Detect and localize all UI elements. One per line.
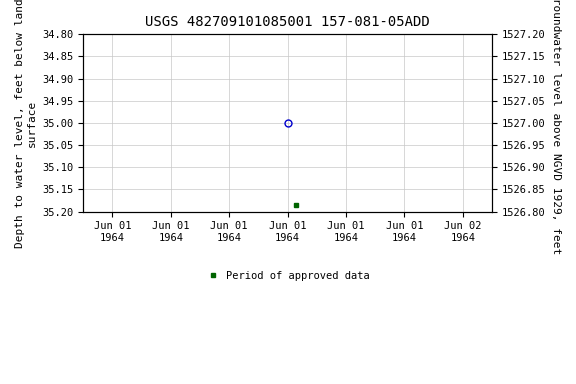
Title: USGS 482709101085001 157-081-05ADD: USGS 482709101085001 157-081-05ADD — [145, 15, 430, 29]
Y-axis label: Depth to water level, feet below land
surface: Depth to water level, feet below land su… — [15, 0, 37, 248]
Y-axis label: Groundwater level above NGVD 1929, feet: Groundwater level above NGVD 1929, feet — [551, 0, 561, 255]
Legend: Period of approved data: Period of approved data — [205, 271, 370, 281]
